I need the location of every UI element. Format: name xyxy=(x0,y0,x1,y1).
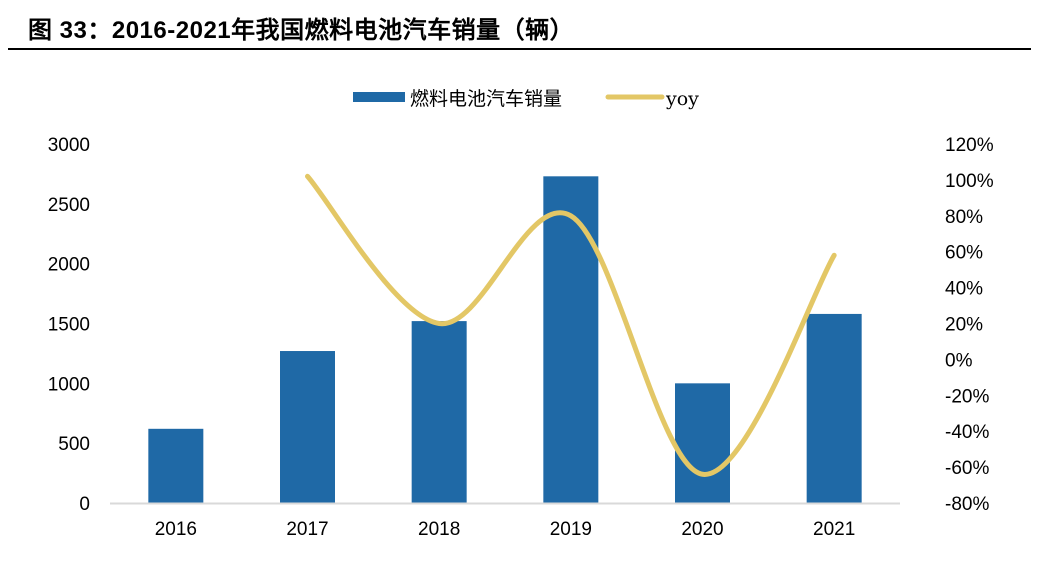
left-axis-tick: 0 xyxy=(79,494,90,515)
right-axis-tick: -20% xyxy=(945,386,989,407)
left-axis-tick: 1000 xyxy=(48,374,90,395)
right-axis-tick: 60% xyxy=(945,243,983,264)
right-axis-tick: 100% xyxy=(945,171,994,192)
right-axis-tick: 80% xyxy=(945,207,983,228)
x-axis: 2016 2017 2018 2019 2020 2021 xyxy=(155,519,856,540)
bar-2016 xyxy=(148,428,204,503)
x-axis-tick: 2020 xyxy=(681,519,723,540)
bar-2017 xyxy=(280,351,335,503)
legend-bar-label: 燃料电池汽车销量 xyxy=(410,88,562,110)
legend-bar-swatch xyxy=(353,92,405,102)
yoy-line xyxy=(305,173,837,477)
right-axis-tick: 20% xyxy=(945,315,983,336)
left-axis-tick: 2500 xyxy=(48,195,90,216)
right-axis-tick: 40% xyxy=(945,279,983,300)
left-axis-tick: 2000 xyxy=(48,255,90,276)
right-axis-tick: 120% xyxy=(945,135,994,156)
right-axis-tick: -60% xyxy=(945,458,989,479)
left-axis-tick: 500 xyxy=(58,434,90,455)
right-axis: -80% -60% -40% -20% 0% 20% 40% 60% 80% 100% 120% xyxy=(945,135,994,515)
left-axis: 0 500 1000 1500 2000 2500 3000 xyxy=(48,135,90,515)
figure-title: 图 33：2016-2021年我国燃料电池汽车销量（辆） xyxy=(28,17,575,44)
bar-2019 xyxy=(543,176,599,503)
x-axis-tick: 2018 xyxy=(418,519,460,540)
x-axis-tick: 2021 xyxy=(813,519,855,540)
bar-2018 xyxy=(411,321,467,503)
bar-2021 xyxy=(806,313,862,503)
bar-2020 xyxy=(675,383,730,503)
legend: 燃料电池汽车销量 yoy xyxy=(353,88,699,110)
x-axis-tick: 2016 xyxy=(155,519,197,540)
legend-line-label: yoy xyxy=(665,88,699,110)
right-axis-tick: -80% xyxy=(945,494,989,515)
x-axis-tick: 2017 xyxy=(286,519,328,540)
title-rule xyxy=(8,48,1031,50)
bar-series xyxy=(148,176,862,503)
left-axis-tick: 1500 xyxy=(48,315,90,336)
right-axis-tick: 0% xyxy=(945,350,973,371)
right-axis-tick: -40% xyxy=(945,422,989,443)
x-axis-tick: 2019 xyxy=(550,519,592,540)
left-axis-tick: 3000 xyxy=(48,135,90,156)
